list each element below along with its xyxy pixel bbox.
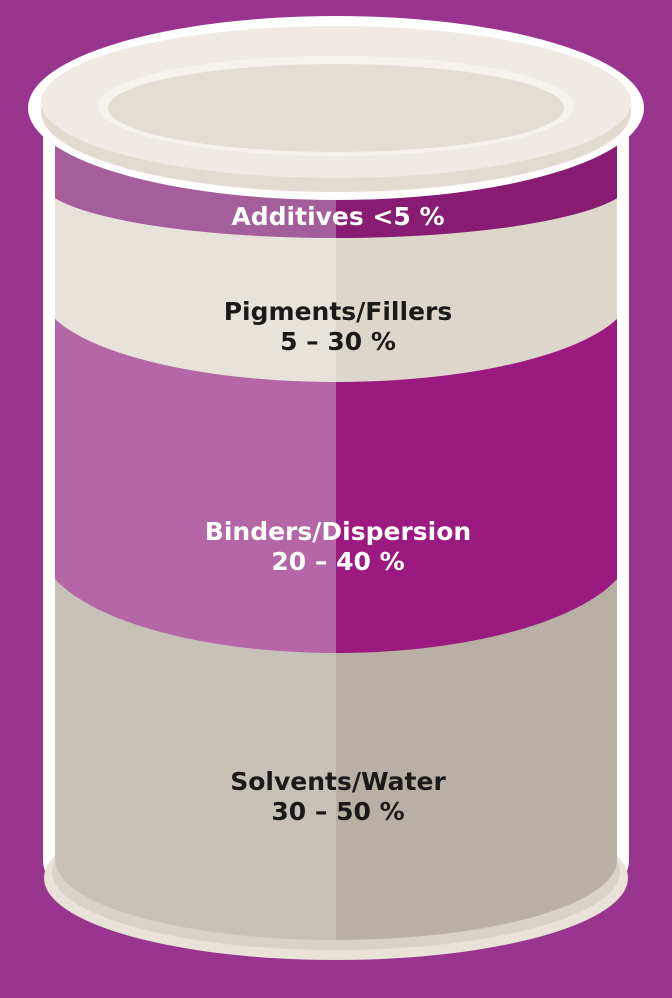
layer-range: 30 – 50 % [271, 797, 404, 826]
paint-can-diagram: Additives <5 % Pigments/Fillers 5 – 30 %… [0, 0, 672, 998]
layer-label: Binders/Dispersion [205, 517, 471, 546]
layer-range: 20 – 40 % [271, 547, 404, 576]
layer-label: Pigments/Fillers [224, 297, 453, 326]
layer-range: 5 – 30 % [280, 327, 396, 356]
layer-label: Solvents/Water [230, 767, 446, 796]
page: Additives <5 % Pigments/Fillers 5 – 30 %… [0, 0, 672, 998]
layer-label: Additives <5 % [231, 202, 444, 231]
lid-center [108, 64, 564, 152]
